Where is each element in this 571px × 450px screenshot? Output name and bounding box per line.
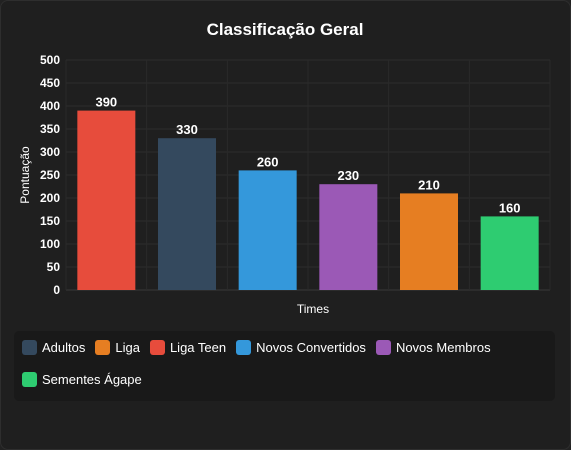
y-tick-label: 200 bbox=[40, 191, 60, 205]
bar-value-label: 390 bbox=[95, 95, 117, 110]
legend-swatch bbox=[375, 339, 391, 355]
bar[interactable] bbox=[238, 170, 297, 290]
legend-swatch bbox=[22, 371, 37, 387]
chart-title: Classificação Geral bbox=[207, 20, 364, 39]
legend-label: Adultos bbox=[42, 339, 86, 355]
legend-swatch bbox=[22, 339, 37, 355]
x-axis-label: Times bbox=[297, 302, 329, 316]
bar[interactable] bbox=[319, 184, 378, 290]
legend-item[interactable]: Liga bbox=[95, 339, 140, 355]
y-tick-label: 450 bbox=[40, 76, 60, 90]
legend-swatch bbox=[95, 339, 111, 355]
grid-lines bbox=[65, 59, 551, 291]
bar[interactable] bbox=[400, 193, 458, 290]
legend-swatch bbox=[149, 339, 165, 355]
bars bbox=[77, 110, 539, 290]
y-axis-ticks: 0 50 100 150 200 250 300 350 400 450 500 bbox=[40, 53, 60, 297]
y-tick-label: 0 bbox=[53, 283, 60, 297]
y-tick-label: 50 bbox=[47, 260, 61, 274]
bar-value-label: 160 bbox=[499, 200, 521, 215]
bar[interactable] bbox=[480, 216, 539, 290]
legend-label: Liga bbox=[115, 339, 140, 355]
y-tick-label: 300 bbox=[40, 145, 60, 159]
legend-item[interactable]: Liga Teen bbox=[149, 339, 227, 355]
legend-item[interactable]: Novos Membros bbox=[375, 339, 491, 355]
y-axis-label: Pontuação bbox=[18, 146, 32, 204]
legend-item[interactable]: Sementes Ágape bbox=[22, 371, 142, 387]
y-tick-label: 150 bbox=[40, 214, 60, 228]
y-tick-label: 500 bbox=[40, 53, 60, 67]
bar[interactable] bbox=[158, 138, 216, 290]
legend-label: Liga Teen bbox=[169, 339, 227, 355]
legend-label: Novos Convertidos bbox=[256, 339, 366, 355]
bar-value-label: 260 bbox=[257, 154, 279, 169]
bar-value-label: 230 bbox=[337, 168, 359, 183]
legend-label: Sementes Ágape bbox=[42, 371, 142, 387]
y-tick-label: 100 bbox=[40, 237, 60, 251]
legend-item[interactable]: Adultos bbox=[22, 339, 85, 355]
value-labels: 390 330 260 230 210 160 bbox=[95, 95, 520, 216]
y-tick-label: 250 bbox=[40, 168, 60, 182]
y-tick-label: 400 bbox=[40, 99, 60, 113]
y-tick-label: 350 bbox=[40, 122, 60, 136]
legend-swatch bbox=[236, 339, 252, 355]
legend-item[interactable]: Novos Convertidos bbox=[236, 339, 366, 355]
bar-value-label: 210 bbox=[418, 177, 440, 192]
bar-value-label: 330 bbox=[176, 122, 198, 137]
bar-chart: Classificação Geral 0 50 100 150 200 250 300 35… bbox=[18, 20, 551, 316]
legend-label: Novos Membros bbox=[395, 339, 491, 355]
bar[interactable] bbox=[77, 110, 136, 290]
chart-legend: Adultos Liga Liga Teen Novos Convertidos Nov… bbox=[14, 331, 555, 401]
